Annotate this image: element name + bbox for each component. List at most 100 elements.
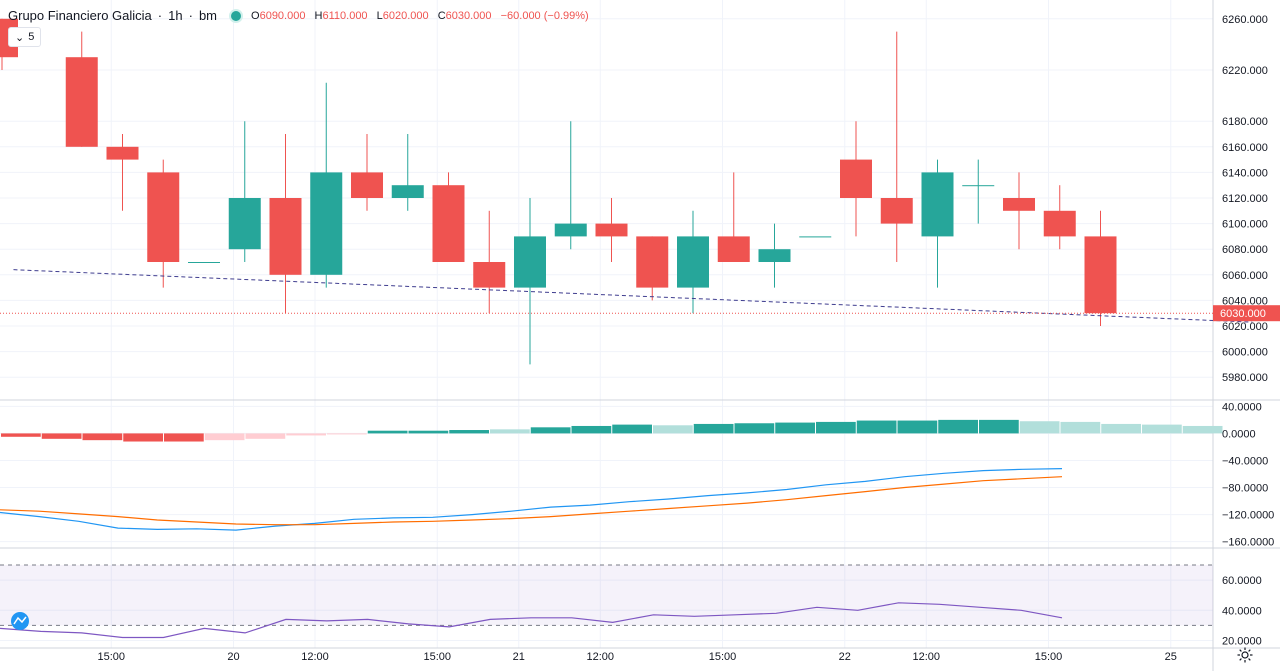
last-price-badge	[1213, 305, 1280, 322]
time-tick-label: 21	[513, 651, 525, 663]
candle-body	[758, 249, 791, 262]
histogram-bar	[530, 427, 571, 434]
candle	[840, 121, 872, 237]
price-tick-label: 6140.000	[1222, 167, 1268, 179]
histogram-bar	[1019, 421, 1060, 434]
histogram-bar	[1101, 423, 1141, 434]
price-pane[interactable]	[0, 18, 1253, 365]
histogram-bar	[286, 433, 326, 436]
price-tick-label: 6220.000	[1222, 65, 1268, 77]
candle-body	[880, 198, 913, 224]
histogram-bar	[327, 433, 367, 435]
histogram-bar	[612, 424, 652, 434]
ohlc-values: O6090.000 H6110.000 L6020.000 C6030.000 …	[251, 9, 589, 22]
candle	[228, 121, 261, 262]
chevron-down-icon: ⌄	[15, 31, 25, 44]
price-tick-label: 6180.000	[1222, 116, 1268, 128]
time-tick-label: 15:00	[1035, 651, 1063, 663]
time-axis[interactable]: 15:00 20 12:00 15:00 21 12:00 15:00 22 12:00 15:0…	[98, 651, 1177, 663]
histogram-bar	[856, 420, 897, 434]
high-value: 6110.000	[322, 9, 368, 22]
histogram-bar	[897, 420, 938, 434]
candle	[310, 82, 343, 288]
histogram-bar	[653, 425, 693, 434]
trend-line	[13, 269, 1253, 323]
candle	[636, 236, 669, 301]
rsi-tick-label: 60.0000	[1222, 575, 1262, 587]
histogram-bar	[490, 429, 530, 434]
candle	[595, 198, 628, 262]
candle	[391, 134, 424, 211]
price-tick-label: 6260.000	[1222, 14, 1268, 26]
price-tick-label: 6080.000	[1222, 244, 1268, 256]
candle	[1084, 210, 1117, 326]
rsi-band	[0, 565, 1213, 626]
candle	[473, 210, 506, 314]
candle-body	[351, 172, 383, 198]
candle	[106, 134, 139, 211]
last-price-label: 6030.000	[1220, 308, 1266, 320]
candle-body	[391, 185, 424, 198]
candle	[921, 159, 954, 288]
candle-body	[636, 236, 669, 288]
interval-label[interactable]: 1h	[168, 8, 183, 23]
oscillator-tick-label: −160.0000	[1222, 537, 1274, 549]
fast-line	[0, 468, 1063, 531]
time-tick-label: 25	[1165, 651, 1177, 663]
histogram-bar	[245, 433, 286, 439]
gear-icon[interactable]	[1236, 646, 1254, 664]
chart-legend: Grupo Financiero Galicia · 1h · bm O6090…	[8, 8, 595, 23]
histogram-bar	[82, 433, 123, 441]
oscillator-pane[interactable]	[0, 419, 1223, 531]
candle-body	[799, 236, 832, 238]
histogram-bar	[734, 423, 775, 434]
histogram-bar	[693, 423, 734, 434]
price-tick-label: 5980.000	[1222, 372, 1268, 384]
candle-body	[65, 57, 98, 147]
oscillator-tick-label: −80.0000	[1222, 483, 1268, 495]
price-axis[interactable]: 6260.000 6220.000 6180.000 6160.000 6140.000…	[1213, 14, 1280, 648]
rsi-tick-label: 40.0000	[1222, 605, 1262, 617]
candle	[1043, 185, 1076, 250]
candle-body	[147, 172, 180, 262]
candle-body	[717, 236, 750, 262]
candle	[962, 159, 995, 224]
candle-body	[1084, 236, 1117, 314]
price-tick-label: 6120.000	[1222, 193, 1268, 205]
histogram-bar	[408, 430, 449, 434]
candle-body	[269, 198, 302, 275]
candle-body	[473, 262, 506, 288]
time-tick-label: 15:00	[424, 651, 452, 663]
oscillator-tick-label: 0.0000	[1222, 428, 1256, 440]
indicators-toggle-button[interactable]: ⌄ 5	[8, 27, 42, 47]
candle	[677, 210, 709, 314]
candle-body	[432, 185, 465, 262]
histogram-bar	[775, 422, 815, 434]
drawing-tool-glyph	[13, 616, 27, 625]
symbol-name[interactable]: Grupo Financiero Galicia	[8, 8, 152, 23]
histogram-bar	[367, 430, 408, 434]
candle-body	[677, 236, 709, 288]
histogram-bar	[123, 433, 163, 442]
time-tick-label: 15:00	[709, 651, 737, 663]
low-value: 6020.000	[382, 9, 429, 22]
oscillator-tick-label: −40.0000	[1222, 455, 1268, 467]
histogram-bar	[816, 421, 856, 434]
candle-body	[106, 146, 139, 160]
rsi-pane[interactable]	[0, 564, 1213, 639]
candle	[717, 172, 750, 262]
change-value: −60.000 (−0.99%)	[500, 9, 589, 22]
price-tick-label: 6020.000	[1222, 321, 1268, 333]
histogram-bar	[41, 433, 82, 439]
candle	[514, 198, 546, 365]
histogram-bar	[979, 419, 1019, 434]
price-tick-label: 6000.000	[1222, 347, 1268, 359]
oscillator-tick-label: −120.0000	[1222, 510, 1274, 522]
price-tick-label: 6060.000	[1222, 270, 1268, 282]
candle-body	[1043, 210, 1076, 237]
candle	[351, 134, 383, 211]
candle	[65, 31, 98, 147]
candle-body	[962, 185, 995, 187]
